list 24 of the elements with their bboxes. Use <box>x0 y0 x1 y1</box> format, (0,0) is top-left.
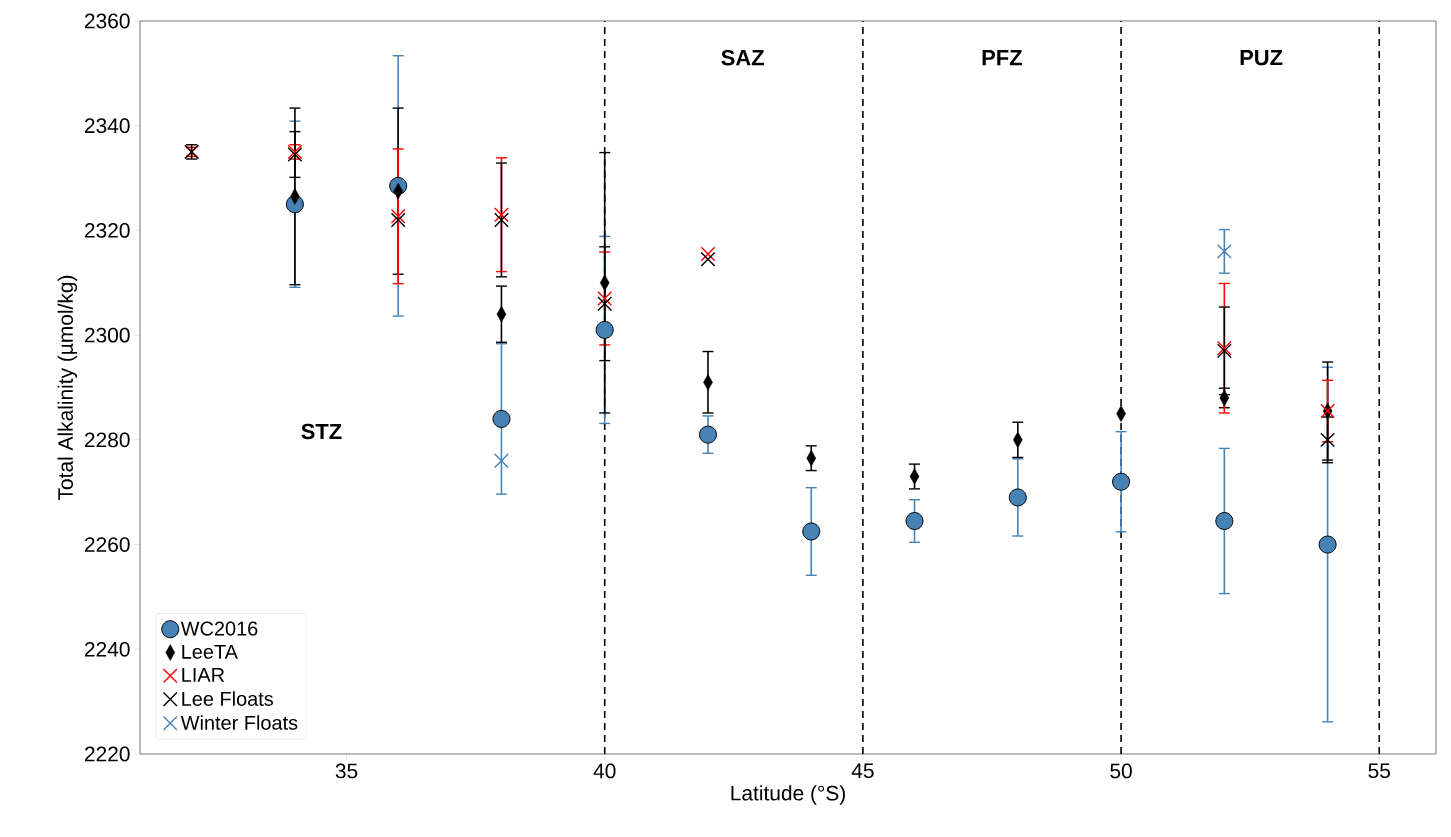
legend-label: LeeTA <box>182 644 238 659</box>
legend-label: Winter Floats <box>180 715 298 730</box>
annotation: STZ <box>301 423 342 440</box>
y-tick-label: 2240 <box>84 641 130 657</box>
x-tick-label: 45 <box>851 763 874 779</box>
y-tick-label: 2220 <box>84 746 130 762</box>
x-tick-label: 35 <box>335 763 358 779</box>
annotation: SAZ <box>721 49 764 66</box>
legend-label: Lee Floats <box>182 691 274 706</box>
y-tick-label: 2280 <box>84 432 130 448</box>
y-tick-label: 2300 <box>84 327 130 343</box>
x-axis-title: Latitude (°S) <box>731 785 845 805</box>
y-tick-label: 2260 <box>84 537 130 552</box>
x-tick-label: 50 <box>1110 763 1132 779</box>
legend-label: WC2016 <box>180 621 258 636</box>
legend-label: LIAR <box>182 668 225 682</box>
y-tick-label: 2320 <box>84 223 130 238</box>
annotation: PUZ <box>1240 50 1283 66</box>
x-tick-label: 40 <box>593 763 616 779</box>
y-tick-label: 2340 <box>84 118 130 134</box>
x-tick-label: 55 <box>1368 763 1390 779</box>
y-tick-label: 2360 <box>84 13 130 29</box>
y-axis-title: Total Alkalinity (µmol/kg) <box>57 275 78 501</box>
annotation: PFZ <box>982 50 1022 66</box>
